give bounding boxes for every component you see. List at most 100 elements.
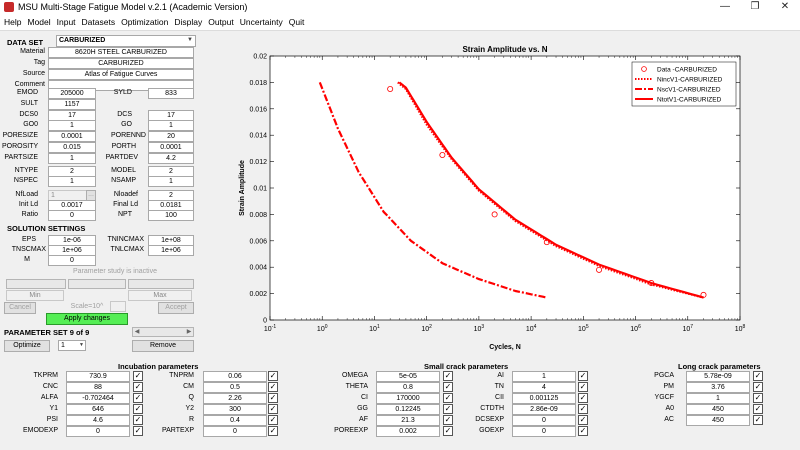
param-field[interactable]: 0 bbox=[512, 426, 576, 437]
nsamp-field[interactable]: 1 bbox=[148, 176, 194, 187]
min-field[interactable]: Min bbox=[6, 290, 64, 301]
nspec-field[interactable]: 1 bbox=[48, 176, 96, 187]
param-checkbox[interactable]: ✓ bbox=[753, 404, 763, 414]
param-field[interactable]: 0 bbox=[512, 415, 576, 426]
param-checkbox[interactable]: ✓ bbox=[268, 382, 278, 392]
tnlcmax-field[interactable]: 1e+06 bbox=[148, 245, 194, 256]
scale-slider[interactable] bbox=[68, 279, 126, 289]
param-field[interactable]: 5e-05 bbox=[376, 371, 440, 382]
ratio-field[interactable]: 0 bbox=[48, 210, 96, 221]
param-checkbox[interactable]: ✓ bbox=[133, 382, 143, 392]
param-field[interactable]: 3.76 bbox=[686, 382, 750, 393]
param-checkbox[interactable]: ✓ bbox=[578, 426, 588, 436]
param-checkbox[interactable]: ✓ bbox=[753, 371, 763, 381]
max-slider[interactable] bbox=[128, 279, 194, 289]
param-field[interactable]: 450 bbox=[686, 415, 750, 426]
param-checkbox[interactable]: ✓ bbox=[578, 371, 588, 381]
param-checkbox[interactable]: ✓ bbox=[443, 393, 453, 403]
param-field[interactable]: -0.702464 bbox=[66, 393, 130, 404]
scale-field[interactable] bbox=[110, 301, 126, 312]
chevron-right-icon[interactable]: ▶ bbox=[186, 329, 192, 335]
param-field[interactable]: 5.78e-09 bbox=[686, 371, 750, 382]
param-checkbox[interactable]: ✓ bbox=[753, 382, 763, 392]
close-icon[interactable]: ✕ bbox=[780, 1, 790, 12]
param-field[interactable]: 88 bbox=[66, 382, 130, 393]
param-field[interactable]: 0.001125 bbox=[512, 393, 576, 404]
emod-field[interactable]: 205000 bbox=[48, 88, 96, 99]
param-checkbox[interactable]: ✓ bbox=[578, 404, 588, 414]
param-field[interactable]: 0.5 bbox=[203, 382, 267, 393]
minimize-icon[interactable]: — bbox=[720, 1, 730, 12]
comment-field[interactable] bbox=[48, 80, 194, 91]
param-checkbox[interactable]: ✓ bbox=[133, 404, 143, 414]
param-checkbox[interactable]: ✓ bbox=[133, 393, 143, 403]
param-checkbox[interactable]: ✓ bbox=[443, 382, 453, 392]
optimize-button[interactable]: Optimize bbox=[4, 340, 50, 352]
npt-field[interactable]: 100 bbox=[148, 210, 194, 221]
param-checkbox[interactable]: ✓ bbox=[268, 426, 278, 436]
m-field[interactable]: 0 bbox=[48, 255, 96, 266]
param-checkbox[interactable]: ✓ bbox=[443, 415, 453, 425]
param-field[interactable]: 0.4 bbox=[203, 415, 267, 426]
material-field[interactable]: 8620H STEEL CARBURIZED bbox=[48, 47, 194, 58]
param-checkbox[interactable]: ✓ bbox=[443, 426, 453, 436]
param-field[interactable]: 4 bbox=[512, 382, 576, 393]
param-field[interactable]: 2.86e-09 bbox=[512, 404, 576, 415]
cancel-button[interactable]: Cancel bbox=[4, 302, 36, 314]
sult-field[interactable]: 1157 bbox=[48, 99, 96, 110]
remove-button[interactable]: Remove bbox=[132, 340, 194, 352]
param-field[interactable]: 0 bbox=[66, 426, 130, 437]
menu-quit[interactable]: Quit bbox=[288, 17, 305, 27]
go0-field[interactable]: 1 bbox=[48, 120, 96, 131]
menu-output[interactable]: Output bbox=[208, 17, 234, 27]
param-checkbox[interactable]: ✓ bbox=[578, 393, 588, 403]
param-field[interactable]: 0.06 bbox=[203, 371, 267, 382]
param-field[interactable]: 4.6 bbox=[66, 415, 130, 426]
menu-optimization[interactable]: Optimization bbox=[121, 17, 169, 27]
parameter-set-slider[interactable]: ◀ ▶ bbox=[132, 327, 194, 337]
param-checkbox[interactable]: ✓ bbox=[268, 371, 278, 381]
apply-changes-button[interactable]: Apply changes bbox=[46, 313, 128, 325]
restore-icon[interactable]: ❐ bbox=[750, 1, 760, 12]
source-field[interactable]: Atlas of Fatigue Curves bbox=[48, 69, 194, 80]
param-field[interactable]: 0.12245 bbox=[376, 404, 440, 415]
partsize-field[interactable]: 1 bbox=[48, 153, 96, 164]
param-field[interactable]: 21.3 bbox=[376, 415, 440, 426]
go-field[interactable]: 1 bbox=[148, 120, 194, 131]
param-field[interactable]: 646 bbox=[66, 404, 130, 415]
param-checkbox[interactable]: ✓ bbox=[578, 382, 588, 392]
porosity-field[interactable]: 0.015 bbox=[48, 142, 96, 153]
param-checkbox[interactable]: ✓ bbox=[753, 415, 763, 425]
param-checkbox[interactable]: ✓ bbox=[578, 415, 588, 425]
porennd-field[interactable]: 20 bbox=[148, 131, 194, 142]
param-checkbox[interactable]: ✓ bbox=[443, 371, 453, 381]
min-slider[interactable] bbox=[6, 279, 66, 289]
poresize-field[interactable]: 0.0001 bbox=[48, 131, 96, 142]
param-field[interactable]: 1 bbox=[686, 393, 750, 404]
param-checkbox[interactable]: ✓ bbox=[443, 404, 453, 414]
partdev-field[interactable]: 4.2 bbox=[148, 153, 194, 164]
param-checkbox[interactable]: ✓ bbox=[133, 415, 143, 425]
menu-help[interactable]: Help bbox=[4, 17, 22, 27]
param-checkbox[interactable]: ✓ bbox=[268, 415, 278, 425]
parameter-set-select[interactable]: 1 ▼ bbox=[58, 340, 86, 351]
menu-uncertainty[interactable]: Uncertainty bbox=[239, 17, 283, 27]
param-field[interactable]: 2.26 bbox=[203, 393, 267, 404]
accept-button[interactable]: Accept bbox=[158, 302, 194, 314]
param-field[interactable]: 0 bbox=[203, 426, 267, 437]
param-checkbox[interactable]: ✓ bbox=[133, 371, 143, 381]
menu-datasets[interactable]: Datasets bbox=[81, 17, 116, 27]
chevron-left-icon[interactable]: ◀ bbox=[134, 329, 140, 335]
menu-input[interactable]: Input bbox=[56, 17, 76, 27]
param-field[interactable]: 170000 bbox=[376, 393, 440, 404]
param-field[interactable]: 0.8 bbox=[376, 382, 440, 393]
dataset-select[interactable]: CARBURIZED ▼ bbox=[56, 35, 196, 47]
param-checkbox[interactable]: ✓ bbox=[268, 404, 278, 414]
tag-field[interactable]: CARBURIZED bbox=[48, 58, 194, 69]
param-field[interactable]: 1 bbox=[512, 371, 576, 382]
syld-field[interactable]: 833 bbox=[148, 88, 194, 99]
porth-field[interactable]: 0.0001 bbox=[148, 142, 194, 153]
menu-model[interactable]: Model bbox=[27, 17, 51, 27]
max-field[interactable]: Max bbox=[128, 290, 192, 301]
param-field[interactable]: 300 bbox=[203, 404, 267, 415]
